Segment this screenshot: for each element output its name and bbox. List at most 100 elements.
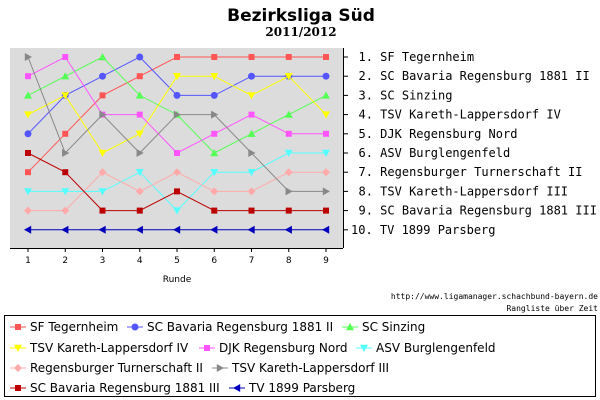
data-point [322, 225, 330, 234]
data-point [136, 207, 143, 214]
rank-label: 1. SF Tegernheim [359, 50, 475, 64]
data-point [62, 149, 70, 157]
rank-label: 7. Regensburger Turnerschaft II [359, 165, 583, 179]
data-point [323, 130, 329, 137]
data-point [62, 130, 69, 137]
legend-label: TSV Kareth-Lappersdorf IV [29, 341, 189, 355]
data-point [136, 53, 144, 61]
legend: SF Tegernheim SC Bavaria Regensburg 1881 … [10, 320, 496, 395]
legend-item-9: SC Bavaria Regensburg 1881 III [10, 381, 220, 395]
chart-title: Bezirksliga Süd [227, 6, 375, 26]
data-point [322, 111, 330, 119]
data-point [173, 225, 181, 234]
data-point [24, 206, 32, 215]
data-point [24, 53, 32, 61]
x-tick-label: 9 [323, 256, 329, 266]
legend-marker [360, 344, 368, 352]
data-point [210, 149, 219, 157]
data-point [61, 225, 69, 234]
data-point [284, 73, 293, 81]
series-6 [24, 149, 330, 215]
data-point [98, 53, 107, 61]
rank-label: 9. SC Bavaria Regensburg 1881 III [359, 204, 597, 218]
data-point [211, 110, 219, 119]
plot-area [10, 48, 343, 248]
data-point [173, 168, 181, 177]
data-point [322, 149, 330, 157]
x-tick-label: 1 [25, 256, 31, 266]
data-point [173, 73, 181, 81]
data-point [248, 54, 255, 60]
y-axis [343, 48, 348, 248]
data-point [174, 188, 180, 195]
legend-label: Regensburger Turnerschaft II [30, 361, 203, 375]
data-point [248, 207, 255, 214]
rank-label: 2. SC Bavaria Regensburg 1881 II [359, 69, 590, 83]
data-point [210, 73, 219, 81]
legend-marker [216, 364, 224, 372]
legend-marker [131, 323, 139, 331]
series-layer [24, 53, 330, 234]
rank-labels: 1. SF Tegernheim 2. SC Bavaria Regensburg… [351, 50, 597, 237]
data-point [322, 91, 330, 99]
series-4 [24, 73, 330, 157]
data-point [135, 225, 143, 234]
legend-item-6: ASV Burglengenfeld [356, 341, 496, 355]
data-point [284, 149, 293, 157]
data-point [284, 225, 292, 234]
data-point [248, 149, 256, 157]
data-point [98, 225, 106, 234]
data-point [24, 91, 32, 99]
legend-label: DJK Regensburg Nord [219, 341, 348, 355]
legend-marker [14, 364, 22, 372]
legend-label: SF Tegernheim [30, 320, 118, 334]
data-point [98, 188, 107, 196]
legend-item-5: DJK Regensburg Nord [199, 341, 348, 355]
data-point [247, 129, 256, 137]
data-point [61, 72, 70, 80]
data-point [135, 169, 144, 177]
data-point [25, 169, 31, 176]
data-point [24, 225, 32, 234]
legend-marker [14, 344, 22, 352]
data-point [98, 149, 107, 157]
legend-marker [15, 324, 21, 330]
data-point [247, 225, 255, 234]
legend-marker [346, 323, 354, 331]
legend-item-7: Regensburger Turnerschaft II [10, 361, 203, 375]
legend-item-3: SC Sinzing [342, 320, 425, 334]
series-10 [24, 225, 330, 234]
x-tick-label: 7 [249, 256, 255, 266]
data-point [24, 111, 32, 119]
data-point [247, 169, 256, 177]
legend-label: SC Bavaria Regensburg 1881 II [147, 320, 333, 334]
data-point [136, 111, 143, 118]
data-point [247, 187, 256, 196]
data-point [323, 207, 329, 214]
legend-label: SC Bavaria Regensburg 1881 III [30, 381, 220, 395]
data-point [62, 169, 69, 176]
rank-label: 10. TV 1899 Parsberg [351, 223, 496, 237]
x-tick-label: 5 [174, 256, 180, 266]
data-point [285, 130, 292, 137]
series-8 [24, 53, 330, 196]
data-point [62, 54, 69, 60]
data-point [25, 150, 31, 156]
data-point [211, 130, 218, 137]
data-point [99, 72, 106, 80]
data-point [173, 110, 181, 119]
credit-url: http://www.ligamanager.schachbund-bayern… [391, 292, 598, 301]
x-tick-label: 2 [62, 256, 68, 266]
data-point [247, 92, 256, 100]
rank-label: 8. TSV Kareth-Lappersdorf III [359, 184, 569, 198]
legend-marker [204, 345, 210, 351]
data-point [174, 150, 180, 156]
rank-label: 5. DJK Regensburg Nord [359, 127, 518, 141]
data-point [284, 168, 293, 177]
x-tick-label: 4 [137, 256, 143, 266]
data-point [98, 168, 107, 177]
data-point [323, 54, 329, 60]
data-point [135, 130, 144, 138]
data-point [99, 92, 106, 99]
